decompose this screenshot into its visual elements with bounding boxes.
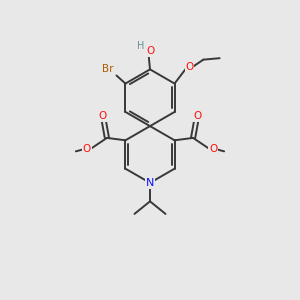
Text: O: O	[147, 46, 155, 56]
Text: O: O	[185, 61, 194, 71]
Text: O: O	[194, 111, 202, 121]
Text: H: H	[137, 41, 145, 51]
Text: O: O	[98, 111, 106, 121]
Text: O: O	[209, 144, 217, 154]
Text: O: O	[82, 144, 91, 154]
Text: N: N	[146, 178, 154, 188]
Text: Br: Br	[102, 64, 114, 74]
